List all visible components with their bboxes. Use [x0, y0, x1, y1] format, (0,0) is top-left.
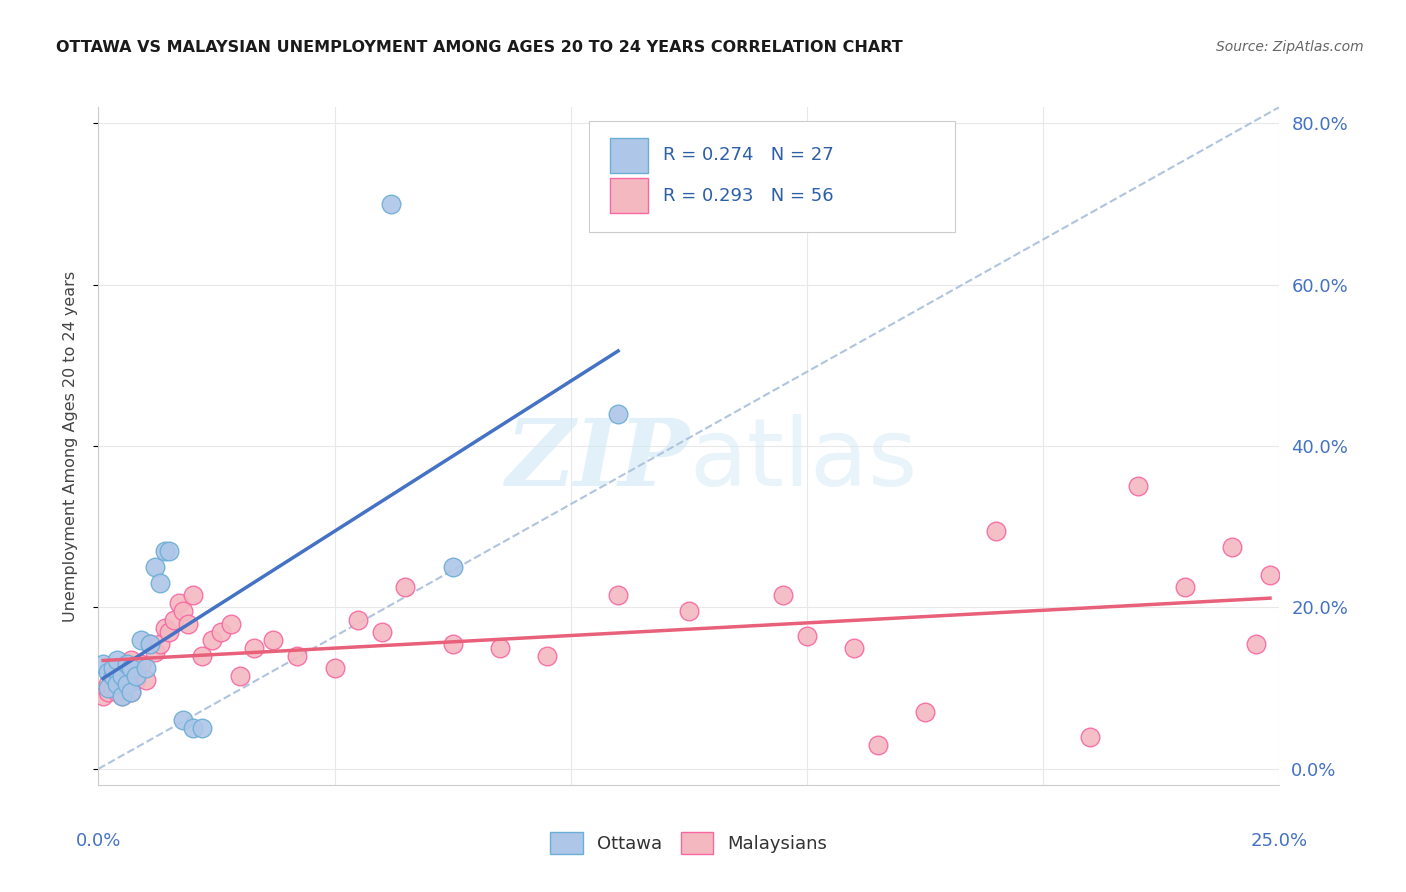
Point: [97, 665, 120, 679]
Point: [121, 685, 143, 699]
Point: [91, 657, 114, 671]
Point: [115, 665, 138, 679]
Point: [229, 669, 252, 683]
Point: [157, 624, 180, 639]
Point: [125, 669, 148, 683]
Text: Source: ZipAtlas.com: Source: ZipAtlas.com: [1216, 40, 1364, 54]
Point: [101, 661, 124, 675]
Point: [678, 604, 700, 618]
Point: [97, 681, 120, 695]
Point: [105, 653, 128, 667]
Point: [380, 197, 402, 211]
Point: [441, 560, 464, 574]
Point: [772, 588, 794, 602]
Point: [177, 616, 200, 631]
Point: [167, 596, 190, 610]
Point: [181, 588, 204, 602]
Point: [201, 632, 224, 647]
FancyBboxPatch shape: [610, 137, 648, 173]
Point: [135, 673, 157, 687]
Point: [105, 661, 128, 675]
Point: [101, 669, 124, 683]
Point: [844, 640, 866, 655]
Text: R = 0.293   N = 56: R = 0.293 N = 56: [664, 186, 834, 205]
Point: [111, 689, 134, 703]
Point: [125, 673, 148, 687]
Point: [121, 653, 143, 667]
Point: [115, 677, 138, 691]
Point: [115, 677, 138, 691]
Text: R = 0.274   N = 27: R = 0.274 N = 27: [664, 146, 834, 164]
Point: [143, 645, 166, 659]
Y-axis label: Unemployment Among Ages 20 to 24 years: Unemployment Among Ages 20 to 24 years: [63, 270, 77, 622]
Point: [139, 637, 162, 651]
Point: [607, 407, 630, 421]
Point: [121, 685, 143, 699]
Legend: Ottawa, Malaysians: Ottawa, Malaysians: [551, 832, 827, 854]
Point: [489, 640, 512, 655]
Point: [191, 648, 214, 663]
Text: 0.0%: 0.0%: [76, 832, 121, 850]
Point: [97, 685, 120, 699]
Point: [536, 648, 558, 663]
Point: [129, 632, 152, 647]
Point: [143, 560, 166, 574]
Text: OTTAWA VS MALAYSIAN UNEMPLOYMENT AMONG AGES 20 TO 24 YEARS CORRELATION CHART: OTTAWA VS MALAYSIAN UNEMPLOYMENT AMONG A…: [56, 40, 903, 55]
Point: [191, 722, 214, 736]
Point: [1244, 637, 1267, 651]
Point: [111, 669, 134, 683]
Point: [105, 677, 128, 691]
Point: [1174, 580, 1197, 594]
Point: [347, 613, 370, 627]
Point: [111, 673, 134, 687]
Point: [441, 637, 464, 651]
Point: [139, 637, 162, 651]
Point: [866, 738, 889, 752]
Point: [153, 544, 176, 558]
Point: [243, 640, 266, 655]
Point: [101, 669, 124, 683]
Point: [121, 661, 143, 675]
Point: [157, 544, 180, 558]
Point: [125, 661, 148, 675]
Text: atlas: atlas: [689, 414, 917, 506]
Point: [172, 714, 194, 728]
Point: [1258, 568, 1281, 582]
Point: [262, 632, 284, 647]
Point: [285, 648, 308, 663]
Point: [1126, 479, 1149, 493]
Text: 25.0%: 25.0%: [1251, 832, 1308, 850]
Point: [181, 722, 204, 736]
Point: [1080, 730, 1102, 744]
Point: [209, 624, 232, 639]
Point: [219, 616, 242, 631]
Point: [914, 706, 936, 720]
Point: [153, 621, 176, 635]
Point: [172, 604, 194, 618]
Point: [101, 681, 124, 695]
Point: [135, 661, 157, 675]
Point: [984, 524, 1007, 538]
FancyBboxPatch shape: [610, 178, 648, 213]
Point: [163, 613, 186, 627]
Text: ZIP: ZIP: [505, 415, 689, 505]
Point: [394, 580, 416, 594]
Point: [149, 576, 172, 591]
Point: [1220, 540, 1243, 554]
Point: [91, 689, 114, 703]
FancyBboxPatch shape: [589, 120, 955, 233]
Point: [111, 689, 134, 703]
Point: [607, 588, 630, 602]
Point: [97, 677, 120, 691]
Point: [129, 657, 152, 671]
Point: [323, 661, 346, 675]
Point: [115, 657, 138, 671]
Point: [371, 624, 394, 639]
Point: [149, 637, 172, 651]
Point: [105, 685, 128, 699]
Point: [796, 629, 818, 643]
